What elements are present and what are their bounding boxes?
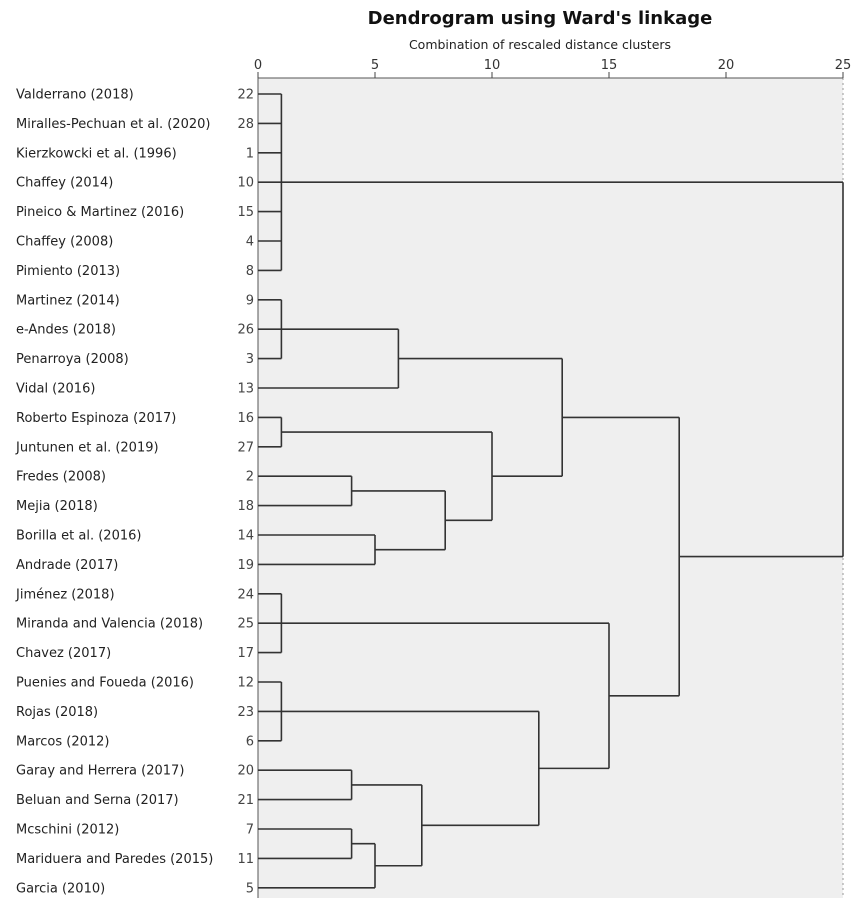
leaf-label: Garay and Herrera (2017) — [16, 764, 184, 779]
leaf-case-number: 5 — [246, 881, 254, 896]
leaf-case-number: 27 — [237, 440, 254, 455]
leaf-label: Vidal (2016) — [16, 382, 95, 397]
leaf-case-number: 22 — [237, 88, 254, 103]
leaf-label: Beluan and Serna (2017) — [16, 793, 179, 808]
leaf-label: Penarroya (2008) — [16, 352, 129, 367]
leaf-label: Chavez (2017) — [16, 646, 111, 661]
leaf-label: Mcschini (2012) — [16, 823, 119, 838]
leaf-label: Borilla et al. (2016) — [16, 529, 141, 544]
leaf-label: Rojas (2018) — [16, 705, 98, 720]
leaf-case-number: 6 — [246, 734, 254, 749]
leaf-case-number: 13 — [237, 382, 254, 397]
x-tick-label: 5 — [371, 58, 379, 73]
leaf-case-number: 26 — [237, 323, 254, 338]
leaf-label: Miralles-Pechuan et al. (2020) — [16, 117, 210, 132]
leaf-label: Puenies and Foueda (2016) — [16, 676, 194, 691]
leaf-case-number: 11 — [237, 852, 254, 867]
leaf-label: Miranda and Valencia (2018) — [16, 617, 203, 632]
leaf-label: Mejia (2018) — [16, 499, 98, 514]
leaf-case-number: 21 — [237, 793, 254, 808]
leaf-case-number: 7 — [246, 823, 254, 838]
x-tick-label: 25 — [835, 58, 852, 73]
leaf-case-number: 18 — [237, 499, 254, 514]
leaf-case-number: 4 — [246, 235, 254, 250]
leaf-label: e-Andes (2018) — [16, 323, 116, 338]
plot-background — [258, 78, 843, 898]
leaf-case-number: 9 — [246, 293, 254, 308]
leaf-label: Valderrano (2018) — [16, 88, 134, 103]
leaf-case-number: 23 — [237, 705, 254, 720]
leaf-label: Martinez (2014) — [16, 293, 120, 308]
leaf-label: Kierzkowcki et al. (1996) — [16, 146, 177, 161]
leaf-label: Andrade (2017) — [16, 558, 118, 573]
leaf-case-number: 28 — [237, 117, 254, 132]
leaf-case-number: 24 — [237, 587, 254, 602]
leaf-label: Roberto Espinoza (2017) — [16, 411, 176, 426]
leaf-case-number: 8 — [246, 264, 254, 279]
leaf-label: Juntunen et al. (2019) — [15, 440, 159, 455]
x-tick-label: 0 — [254, 58, 262, 73]
leaf-label: Jiménez (2018) — [15, 587, 115, 602]
leaf-label: Fredes (2008) — [16, 470, 106, 485]
leaf-case-number: 15 — [237, 205, 254, 220]
leaf-label: Marcos (2012) — [16, 734, 109, 749]
leaf-label: Chaffey (2014) — [16, 176, 113, 191]
leaf-case-number: 17 — [237, 646, 254, 661]
leaf-case-number: 25 — [237, 617, 254, 632]
leaf-case-number: 19 — [237, 558, 254, 573]
leaf-label: Pimiento (2013) — [16, 264, 120, 279]
chart-title: Dendrogram using Ward's linkage — [367, 8, 713, 29]
leaf-case-number: 14 — [237, 529, 254, 544]
x-tick-label: 20 — [718, 58, 735, 73]
leaf-label: Garcia (2010) — [16, 881, 105, 896]
leaf-label: Mariduera and Paredes (2015) — [16, 852, 213, 867]
chart-subtitle: Combination of rescaled distance cluster… — [408, 37, 672, 52]
leaf-case-number: 20 — [237, 764, 254, 779]
leaf-label: Chaffey (2008) — [16, 235, 113, 250]
leaf-case-number: 2 — [246, 470, 254, 485]
leaf-case-number: 3 — [246, 352, 254, 367]
x-tick-label: 15 — [601, 58, 618, 73]
leaf-case-number: 10 — [237, 176, 254, 191]
leaf-case-number: 1 — [246, 146, 254, 161]
leaf-case-number: 12 — [237, 676, 254, 691]
leaf-label: Pineico & Martinez (2016) — [16, 205, 184, 220]
x-tick-label: 10 — [484, 58, 501, 73]
leaf-case-number: 16 — [237, 411, 254, 426]
